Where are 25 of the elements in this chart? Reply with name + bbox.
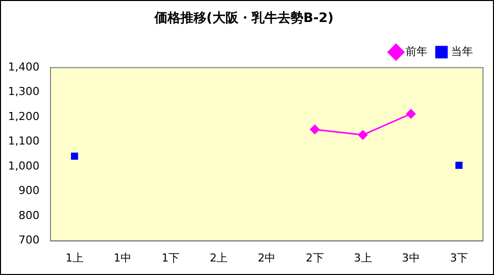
x-tick-label: 2下 [306, 251, 324, 264]
x-tick-label: 1中 [114, 251, 132, 264]
legend-label: 当年 [451, 44, 473, 58]
x-tick-label: 1上 [66, 251, 84, 264]
x-tick-label: 3上 [354, 251, 372, 264]
point [358, 130, 368, 140]
chart-title: 価格推移(大阪・乳牛去勢B-2) [153, 10, 334, 26]
x-tick-label: 2中 [258, 251, 276, 264]
x-tick-label: 3中 [402, 251, 420, 264]
legend-label: 前年 [406, 44, 428, 58]
point [310, 124, 320, 134]
point [406, 109, 416, 119]
y-tick-label: 1,300 [8, 85, 40, 98]
y-tick-label: 1,200 [8, 110, 40, 123]
y-tick-label: 1,100 [8, 134, 40, 148]
x-tick-label: 3下 [450, 251, 468, 264]
x-tick-label: 2上 [210, 251, 228, 264]
y-tick-label: 900 [18, 184, 40, 198]
y-tick-label: 1,000 [8, 159, 40, 172]
point [70, 152, 78, 160]
point [455, 162, 463, 169]
y-tick-label: 800 [18, 208, 40, 222]
x-tick-label: 1下 [162, 251, 180, 264]
y-tick-label: 1,400 [8, 60, 40, 74]
y-tick-label: 700 [18, 234, 40, 247]
